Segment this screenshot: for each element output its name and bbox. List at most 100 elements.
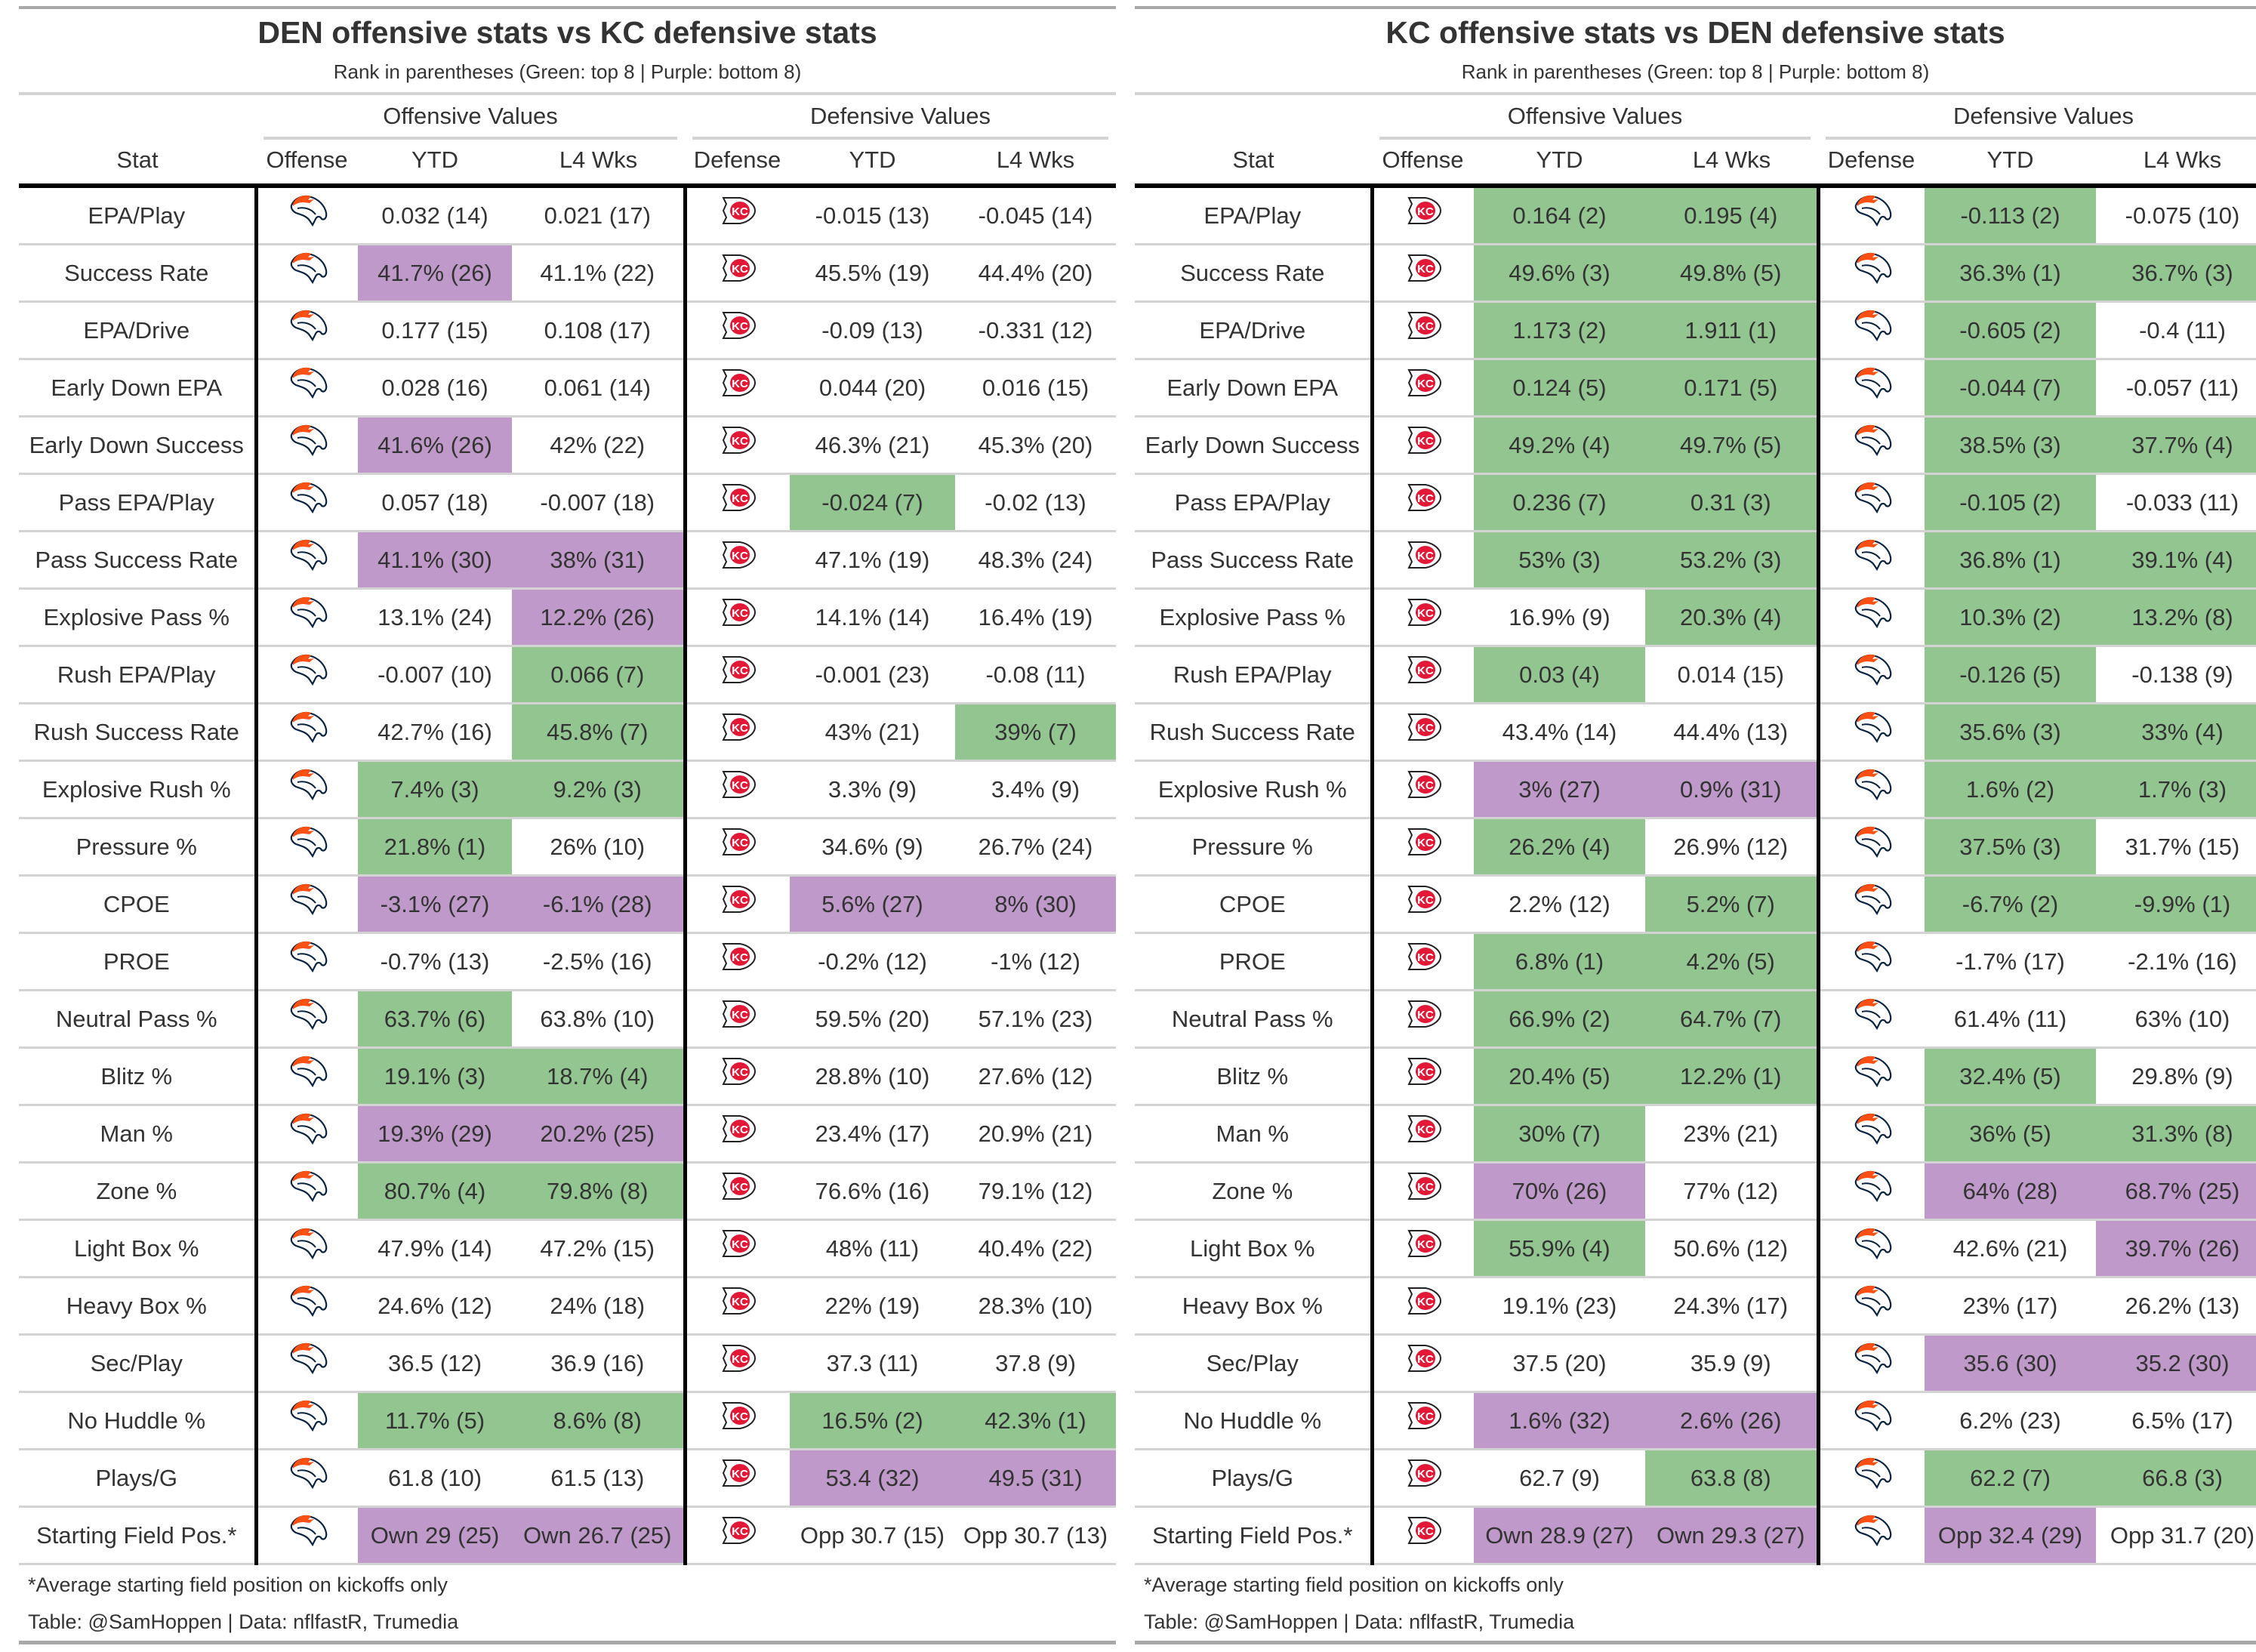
svg-text:KC: KC (732, 664, 748, 677)
svg-text:KC: KC (732, 435, 748, 448)
offense-l4-value: 49.8% (5) (1645, 244, 1820, 303)
stat-name: Blitz % (19, 1047, 258, 1106)
table-row: Rush EPA/Play KC 0.03 (4) 0.014 (15) -0.126 … (1135, 646, 2256, 704)
offense-l4-value: 0.066 (7) (512, 646, 687, 704)
chiefs-logo-icon: KC (685, 818, 790, 877)
svg-text:KC: KC (1417, 951, 1434, 964)
stat-name: Explosive Rush % (1135, 760, 1374, 819)
svg-text:KC: KC (732, 1525, 748, 1538)
top-rule (1135, 6, 2256, 9)
chiefs-logo-icon: KC (1372, 244, 1474, 303)
defense-ytd-value: 5.6% (27) (790, 875, 955, 934)
svg-text:KC: KC (732, 1181, 748, 1194)
svg-text:KC: KC (732, 378, 748, 390)
table-title: DEN offensive stats vs KC defensive stat… (257, 15, 877, 50)
svg-text:KC: KC (1417, 779, 1434, 792)
chiefs-logo-icon: KC (1372, 646, 1474, 704)
offense-ytd-value: 24.6% (12) (358, 1277, 512, 1336)
column-header-stat: Stat (1232, 146, 1274, 173)
defense-ytd-value: -0.605 (2) (1925, 301, 2096, 360)
stat-name: No Huddle % (19, 1392, 258, 1450)
column-header-offense-l4: L4 Wks (1692, 146, 1771, 173)
offense-l4-value: 4.2% (5) (1645, 932, 1820, 991)
table-row: Plays/G KC 62.7 (9) 63.8 (8) 62.2 (7) 66.8 (3… (1135, 1449, 2256, 1508)
broncos-logo-icon (1818, 1334, 1925, 1393)
footnote: *Average starting field position on kick… (1144, 1573, 1564, 1596)
stat-name: Pass Success Rate (19, 531, 258, 590)
defense-ytd-value: 36.3% (1) (1925, 244, 2096, 303)
table-row: Early Down Success KC 49.2% (4) 49.7% (5) 38… (1135, 416, 2256, 475)
stat-name: EPA/Play (19, 188, 258, 245)
svg-text:KC: KC (732, 263, 748, 276)
offense-l4-value: -6.1% (28) (512, 875, 687, 934)
offense-l4-value: 26% (10) (512, 818, 687, 877)
chiefs-logo-icon: KC (1372, 1277, 1474, 1336)
stat-name: PROE (19, 932, 258, 991)
svg-text:KC: KC (1417, 320, 1434, 333)
table-row: Pressure % KC 26.2% (4) 26.9% (12) 37.5% (3)… (1135, 818, 2256, 877)
offense-ytd-value: 21.8% (1) (358, 818, 512, 877)
defense-l4-value: 8% (30) (955, 875, 1116, 934)
table-row: Starting Field Pos.* Own 29 (25) Own 26.7 … (19, 1506, 1116, 1565)
chiefs-logo-icon: KC (1372, 473, 1474, 532)
column-header-stat: Stat (116, 146, 159, 173)
defense-ytd-value: 35.6 (30) (1925, 1334, 2096, 1393)
table-row: Zone % KC 70% (26) 77% (12) 64% (28) 68.7% (2… (1135, 1162, 2256, 1221)
svg-text:KC: KC (1417, 1066, 1434, 1079)
offense-l4-value: 0.021 (17) (512, 188, 687, 245)
defense-l4-value: 49.5 (31) (955, 1449, 1116, 1508)
stat-name: Early Down EPA (19, 359, 258, 418)
stat-name: CPOE (1135, 875, 1374, 934)
offense-ytd-value: -3.1% (27) (358, 875, 512, 934)
chiefs-logo-icon: KC (1372, 188, 1474, 245)
defense-ytd-value: -0.105 (2) (1925, 473, 2096, 532)
broncos-logo-icon (256, 531, 358, 590)
table-row: Plays/G 61.8 (10) 61.5 (13) KC 53.4 (32) 49.5… (19, 1449, 1116, 1508)
broncos-logo-icon (256, 760, 358, 819)
defense-ytd-value: -0.044 (7) (1925, 359, 2096, 418)
defense-l4-value: 1.7% (3) (2096, 760, 2256, 819)
stat-name: Early Down Success (1135, 416, 1374, 475)
chiefs-logo-icon: KC (685, 760, 790, 819)
offense-ytd-value: 20.4% (5) (1474, 1047, 1645, 1106)
broncos-logo-icon (1818, 301, 1925, 360)
offense-l4-value: 77% (12) (1645, 1162, 1820, 1221)
offense-ytd-value: 41.6% (26) (358, 416, 512, 475)
broncos-logo-icon (1818, 359, 1925, 418)
spanner-offensive-values: Offensive Values (1507, 103, 1683, 129)
defense-ytd-value: 34.6% (9) (790, 818, 955, 877)
offense-ytd-value: 49.2% (4) (1474, 416, 1645, 475)
spanner-defensive-values: Defensive Values (1953, 103, 2134, 129)
defense-ytd-value: -0.113 (2) (1925, 188, 2096, 245)
chiefs-logo-icon: KC (1372, 301, 1474, 360)
chiefs-logo-icon: KC (685, 416, 790, 475)
table-row: Light Box % 47.9% (14) 47.2% (15) KC 48% (11… (19, 1219, 1116, 1278)
chiefs-logo-icon: KC (1372, 1506, 1474, 1565)
chiefs-logo-icon: KC (1372, 588, 1474, 647)
stat-name: Pass Success Rate (1135, 531, 1374, 590)
svg-text:KC: KC (1417, 492, 1434, 505)
broncos-logo-icon (256, 473, 358, 532)
broncos-logo-icon (1818, 1277, 1925, 1336)
defense-l4-value: 44.4% (20) (955, 244, 1116, 303)
table-row: Pass EPA/Play KC 0.236 (7) 0.31 (3) -0.105 (… (1135, 473, 2256, 532)
chiefs-logo-icon: KC (685, 244, 790, 303)
svg-text:KC: KC (1417, 1009, 1434, 1022)
defense-l4-value: -0.138 (9) (2096, 646, 2256, 704)
offense-l4-value: 20.3% (4) (1645, 588, 1820, 647)
broncos-logo-icon (1818, 990, 1925, 1049)
defense-ytd-value: 3.3% (9) (790, 760, 955, 819)
svg-text:KC: KC (732, 1066, 748, 1079)
broncos-logo-icon (256, 1334, 358, 1393)
offense-l4-value: -0.007 (18) (512, 473, 687, 532)
broncos-logo-icon (256, 875, 358, 934)
table-row: EPA/Play KC 0.164 (2) 0.195 (4) -0.113 (2) -0… (1135, 188, 2256, 245)
kc-vs-den-table-panel: KC offensive stats vs DEN defensive stat… (1135, 0, 2256, 1652)
table-inner: DEN offensive stats vs KC defensive stat… (19, 0, 1116, 1652)
defense-l4-value: 39.7% (26) (2096, 1219, 2256, 1278)
column-header-defense-ytd: YTD (849, 146, 896, 173)
offense-l4-value: 36.9 (16) (512, 1334, 687, 1393)
svg-text:KC: KC (1417, 1181, 1434, 1194)
offense-ytd-value: 6.8% (1) (1474, 932, 1645, 991)
defense-l4-value: -0.331 (12) (955, 301, 1116, 360)
